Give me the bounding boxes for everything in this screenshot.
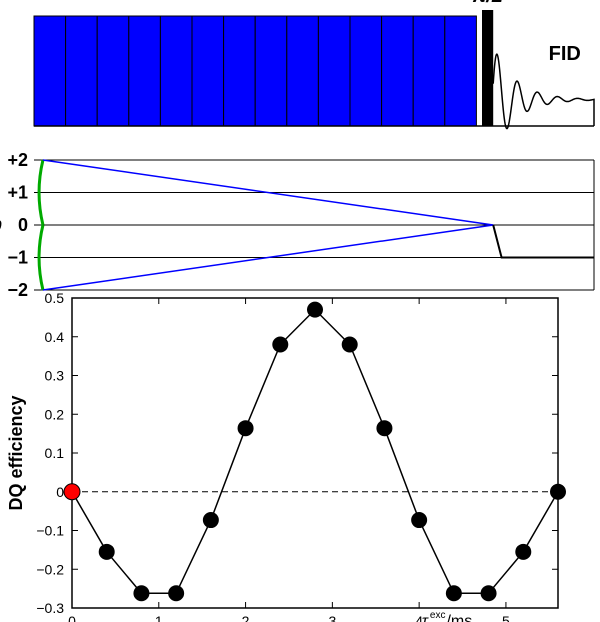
chart-marker	[515, 544, 531, 560]
chart-xlabel: τexcDQ/ms	[422, 610, 472, 622]
figure-root: π/2 FID +2 +1 0 −1 −2 p −0.3 −0.2 −0.1 0 0.1 0.2 0.3 0.…	[0, 0, 600, 622]
pulse-block	[66, 16, 98, 126]
pulse-block	[382, 16, 414, 126]
chart-series-line	[72, 310, 558, 594]
chart-xtick-label: 2	[242, 613, 250, 622]
pi-half-pulse	[482, 10, 493, 126]
chart-marker	[99, 544, 115, 560]
coherence-level-label: +1	[7, 183, 28, 203]
coherence-level-label: −1	[7, 248, 28, 268]
chart-marker	[168, 585, 184, 601]
pulse-block	[34, 16, 66, 126]
chart-marker	[411, 512, 427, 528]
pulse-block	[318, 16, 350, 126]
chart-marker	[342, 337, 358, 353]
chart-xtick-label: 3	[328, 613, 336, 622]
coherence-level-label: +2	[7, 150, 28, 170]
chart-ytick-label: 0.1	[45, 445, 65, 461]
efficiency-chart: −0.3−0.2−0.100.10.20.30.40.5012345DQ eff…	[6, 290, 566, 622]
pulse-block	[255, 16, 287, 126]
coherence-p-label: p	[0, 214, 2, 236]
chart-marker-first	[64, 484, 80, 500]
fid-label: FID	[549, 43, 581, 65]
chart-ytick-label: 0.3	[45, 368, 65, 384]
pulse-block	[160, 16, 192, 126]
chart-ytick-label: 0	[56, 484, 64, 500]
pulse-block	[129, 16, 161, 126]
chart-ylabel: DQ efficiency	[6, 395, 26, 510]
pulse-block	[97, 16, 129, 126]
pulse-block	[445, 16, 477, 126]
pulse-panel: π/2 FID	[34, 0, 594, 129]
coherence-panel: +2 +1 0 −1 −2 p	[0, 150, 594, 300]
chart-marker	[481, 585, 497, 601]
chart-xtick-label: 0	[68, 613, 76, 622]
chart-marker	[376, 420, 392, 436]
chart-ytick-label: 0.5	[45, 290, 65, 306]
chart-ytick-label: −0.2	[36, 561, 64, 577]
pulse-block	[224, 16, 256, 126]
chart-marker	[272, 337, 288, 353]
coherence-level-label: −2	[7, 280, 28, 300]
figure-svg: π/2 FID +2 +1 0 −1 −2 p −0.3 −0.2 −0.1 0 0.1 0.2 0.3 0.…	[0, 0, 600, 622]
chart-marker	[307, 302, 323, 318]
fid-waveform	[493, 54, 594, 128]
chart-marker	[133, 585, 149, 601]
pulse-block	[192, 16, 224, 126]
chart-marker	[238, 420, 254, 436]
chart-xtick-label: 1	[155, 613, 163, 622]
pi-half-label: π/2	[472, 0, 503, 7]
pulse-block	[350, 16, 382, 126]
chart-ytick-label: 0.2	[45, 406, 65, 422]
chart-marker	[550, 484, 566, 500]
pulse-block	[287, 16, 319, 126]
chart-ytick-label: −0.1	[36, 523, 64, 539]
chart-ytick-label: −0.3	[36, 600, 64, 616]
chart-ytick-label: 0.4	[45, 329, 65, 345]
chart-marker	[203, 512, 219, 528]
chart-frame	[72, 298, 558, 608]
coherence-level-label: 0	[18, 215, 28, 235]
chart-xtick-label: 5	[502, 613, 510, 622]
pulse-block	[413, 16, 445, 126]
chart-marker	[446, 585, 462, 601]
coherence-black-tail	[493, 225, 594, 258]
